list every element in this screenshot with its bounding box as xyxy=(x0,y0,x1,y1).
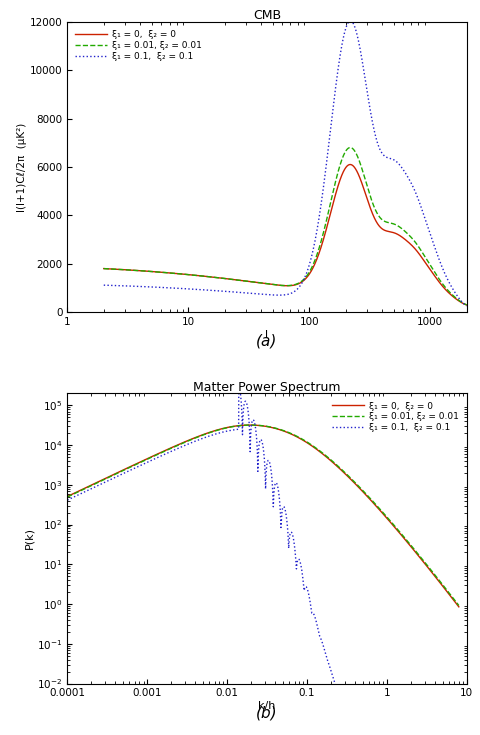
ξ₁ = 0.01, ξ₂ = 0.01 xyxy=(347,143,352,152)
ξ₁ = 0,  ξ₂ = 0 xyxy=(256,279,262,287)
ξ₁ = 0.01, ξ₂ = 0.01 xyxy=(253,278,259,287)
ξ₁ = 0.01, ξ₂ = 0.01 xyxy=(64,492,70,501)
Legend: ξ₁ = 0,  ξ₂ = 0, ξ₁ = 0.01, ξ₂ = 0.01, ξ₁ = 0.1,  ξ₂ = 0.1: ξ₁ = 0, ξ₂ = 0, ξ₁ = 0.01, ξ₂ = 0.01, ξ₁… xyxy=(72,26,204,65)
ξ₁ = 0,  ξ₂ = 0 xyxy=(433,276,439,284)
ξ₁ = 0.1,  ξ₂ = 0.1 xyxy=(253,290,259,298)
ξ₁ = 0.1,  ξ₂ = 0.1 xyxy=(364,89,370,98)
ξ₁ = 0.1,  ξ₂ = 0.1 xyxy=(344,719,350,728)
ξ₁ = 0.1,  ξ₂ = 0.1 xyxy=(463,301,468,310)
X-axis label: l: l xyxy=(265,330,268,340)
ξ₁ = 0.01, ξ₂ = 0.01 xyxy=(348,475,354,484)
Line: ξ₁ = 0.01, ξ₂ = 0.01: ξ₁ = 0.01, ξ₂ = 0.01 xyxy=(104,148,466,305)
Line: ξ₁ = 0,  ξ₂ = 0: ξ₁ = 0, ξ₂ = 0 xyxy=(104,165,466,305)
ξ₁ = 0.1,  ξ₂ = 0.1 xyxy=(231,426,237,434)
Y-axis label: P(k): P(k) xyxy=(24,528,34,550)
ξ₁ = 0.01, ξ₂ = 0.01 xyxy=(452,293,457,302)
ξ₁ = 0,  ξ₂ = 0 xyxy=(101,264,107,273)
ξ₁ = 0.1,  ξ₂ = 0.1 xyxy=(250,415,256,424)
Title: Matter Power Spectrum: Matter Power Spectrum xyxy=(193,381,340,394)
ξ₁ = 0.1,  ξ₂ = 0.1 xyxy=(433,251,439,259)
ξ₁ = 0.1,  ξ₂ = 0.1 xyxy=(273,290,278,299)
ξ₁ = 0,  ξ₂ = 0 xyxy=(463,301,468,309)
ξ₁ = 0,  ξ₂ = 0 xyxy=(443,587,449,596)
ξ₁ = 0,  ξ₂ = 0 xyxy=(364,196,370,204)
ξ₁ = 0.1,  ξ₂ = 0.1 xyxy=(455,719,461,728)
ξ₁ = 0.1,  ξ₂ = 0.1 xyxy=(101,281,107,290)
ξ₁ = 0.1,  ξ₂ = 0.1 xyxy=(452,289,457,298)
ξ₁ = 0.01, ξ₂ = 0.01 xyxy=(364,182,370,191)
ξ₁ = 0.01, ξ₂ = 0.01 xyxy=(424,561,430,570)
ξ₁ = 0.01, ξ₂ = 0.01 xyxy=(433,272,439,281)
ξ₁ = 0,  ξ₂ = 0 xyxy=(246,420,252,429)
ξ₁ = 0.01, ξ₂ = 0.01 xyxy=(228,423,234,431)
ξ₁ = 0.01, ξ₂ = 0.01 xyxy=(443,586,449,595)
ξ₁ = 0.1,  ξ₂ = 0.1 xyxy=(235,381,241,390)
ξ₁ = 0,  ξ₂ = 0 xyxy=(231,422,237,431)
ξ₁ = 0,  ξ₂ = 0 xyxy=(228,422,234,431)
ξ₁ = 0.1,  ξ₂ = 0.1 xyxy=(443,719,449,728)
Title: CMB: CMB xyxy=(252,10,280,22)
ξ₁ = 0,  ξ₂ = 0 xyxy=(273,281,278,290)
ξ₁ = 0,  ξ₂ = 0 xyxy=(455,603,461,612)
ξ₁ = 0,  ξ₂ = 0 xyxy=(424,562,430,571)
ξ₁ = 0,  ξ₂ = 0 xyxy=(452,294,457,303)
ξ₁ = 0.01, ξ₂ = 0.01 xyxy=(463,301,468,309)
ξ₁ = 0,  ξ₂ = 0 xyxy=(348,476,354,485)
Line: ξ₁ = 0.01, ξ₂ = 0.01: ξ₁ = 0.01, ξ₂ = 0.01 xyxy=(67,425,458,606)
ξ₁ = 0.01, ξ₂ = 0.01 xyxy=(247,420,253,429)
X-axis label: k/h: k/h xyxy=(258,701,275,711)
ξ₁ = 0.1,  ξ₂ = 0.1 xyxy=(256,290,262,298)
ξ₁ = 0.01, ξ₂ = 0.01 xyxy=(231,422,237,431)
ξ₁ = 0,  ξ₂ = 0 xyxy=(347,160,352,169)
Y-axis label: l(l+1)Cℓ/2π  (μK²): l(l+1)Cℓ/2π (μK²) xyxy=(17,123,27,212)
ξ₁ = 0.01, ξ₂ = 0.01 xyxy=(455,601,461,610)
ξ₁ = 0.1,  ξ₂ = 0.1 xyxy=(347,16,353,25)
ξ₁ = 0.1,  ξ₂ = 0.1 xyxy=(64,495,70,504)
ξ₁ = 0,  ξ₂ = 0 xyxy=(250,420,256,429)
ξ₁ = 0.01, ξ₂ = 0.01 xyxy=(101,264,107,273)
ξ₁ = 0.1,  ξ₂ = 0.1 xyxy=(348,719,354,728)
Line: ξ₁ = 0.1,  ξ₂ = 0.1: ξ₁ = 0.1, ξ₂ = 0.1 xyxy=(67,385,458,723)
ξ₁ = 0.01, ξ₂ = 0.01 xyxy=(273,281,278,290)
ξ₁ = 0.01, ξ₂ = 0.01 xyxy=(250,420,256,429)
ξ₁ = 0.1,  ξ₂ = 0.1 xyxy=(228,426,234,434)
Legend: ξ₁ = 0,  ξ₂ = 0, ξ₁ = 0.01, ξ₂ = 0.01, ξ₁ = 0.1,  ξ₂ = 0.1: ξ₁ = 0, ξ₂ = 0, ξ₁ = 0.01, ξ₂ = 0.01, ξ₁… xyxy=(328,398,461,436)
Text: (b): (b) xyxy=(256,705,277,720)
ξ₁ = 0,  ξ₂ = 0 xyxy=(64,492,70,501)
ξ₁ = 0.01, ξ₂ = 0.01 xyxy=(256,279,262,287)
ξ₁ = 0.1,  ξ₂ = 0.1 xyxy=(424,719,430,728)
Text: (a): (a) xyxy=(256,334,277,348)
Line: ξ₁ = 0,  ξ₂ = 0: ξ₁ = 0, ξ₂ = 0 xyxy=(67,425,458,607)
Line: ξ₁ = 0.1,  ξ₂ = 0.1: ξ₁ = 0.1, ξ₂ = 0.1 xyxy=(104,21,466,306)
ξ₁ = 0,  ξ₂ = 0 xyxy=(253,278,259,287)
